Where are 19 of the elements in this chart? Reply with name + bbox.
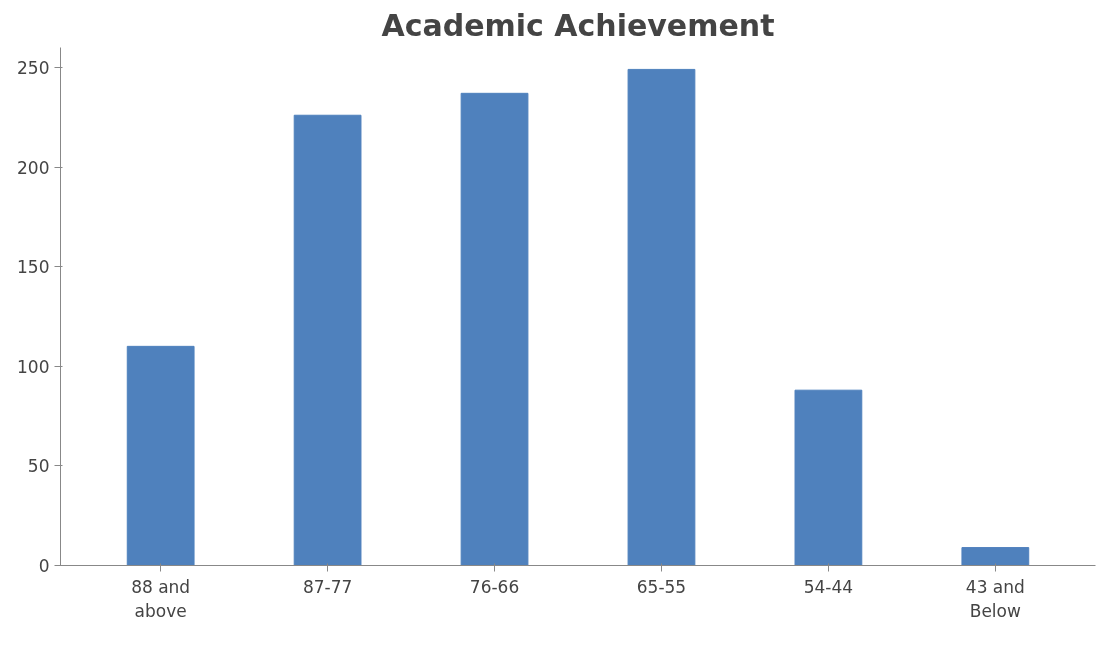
x-tick-label: 54-44 (803, 576, 854, 597)
y-tick-label: 200 (17, 157, 50, 178)
y-tick-label: 100 (17, 356, 50, 377)
y-tick-label: 50 (27, 456, 50, 477)
bar (293, 114, 362, 566)
x-tick-label: 43 and Below (965, 576, 1025, 621)
y-tick-label: 250 (17, 57, 50, 78)
bar (794, 389, 863, 566)
bar (460, 92, 529, 566)
x-tick-label: 76-66 (469, 576, 520, 597)
bar (126, 345, 195, 566)
x-tick-label: 87-77 (302, 576, 353, 597)
chart-title: Academic Achievement (381, 7, 775, 43)
x-tick-label: 65-55 (636, 576, 687, 597)
bar (627, 68, 696, 566)
bar (961, 547, 1030, 566)
y-tick-label: 0 (38, 556, 50, 576)
x-tick-label: 88 and above (131, 576, 191, 621)
y-tick-label: 150 (17, 257, 50, 278)
